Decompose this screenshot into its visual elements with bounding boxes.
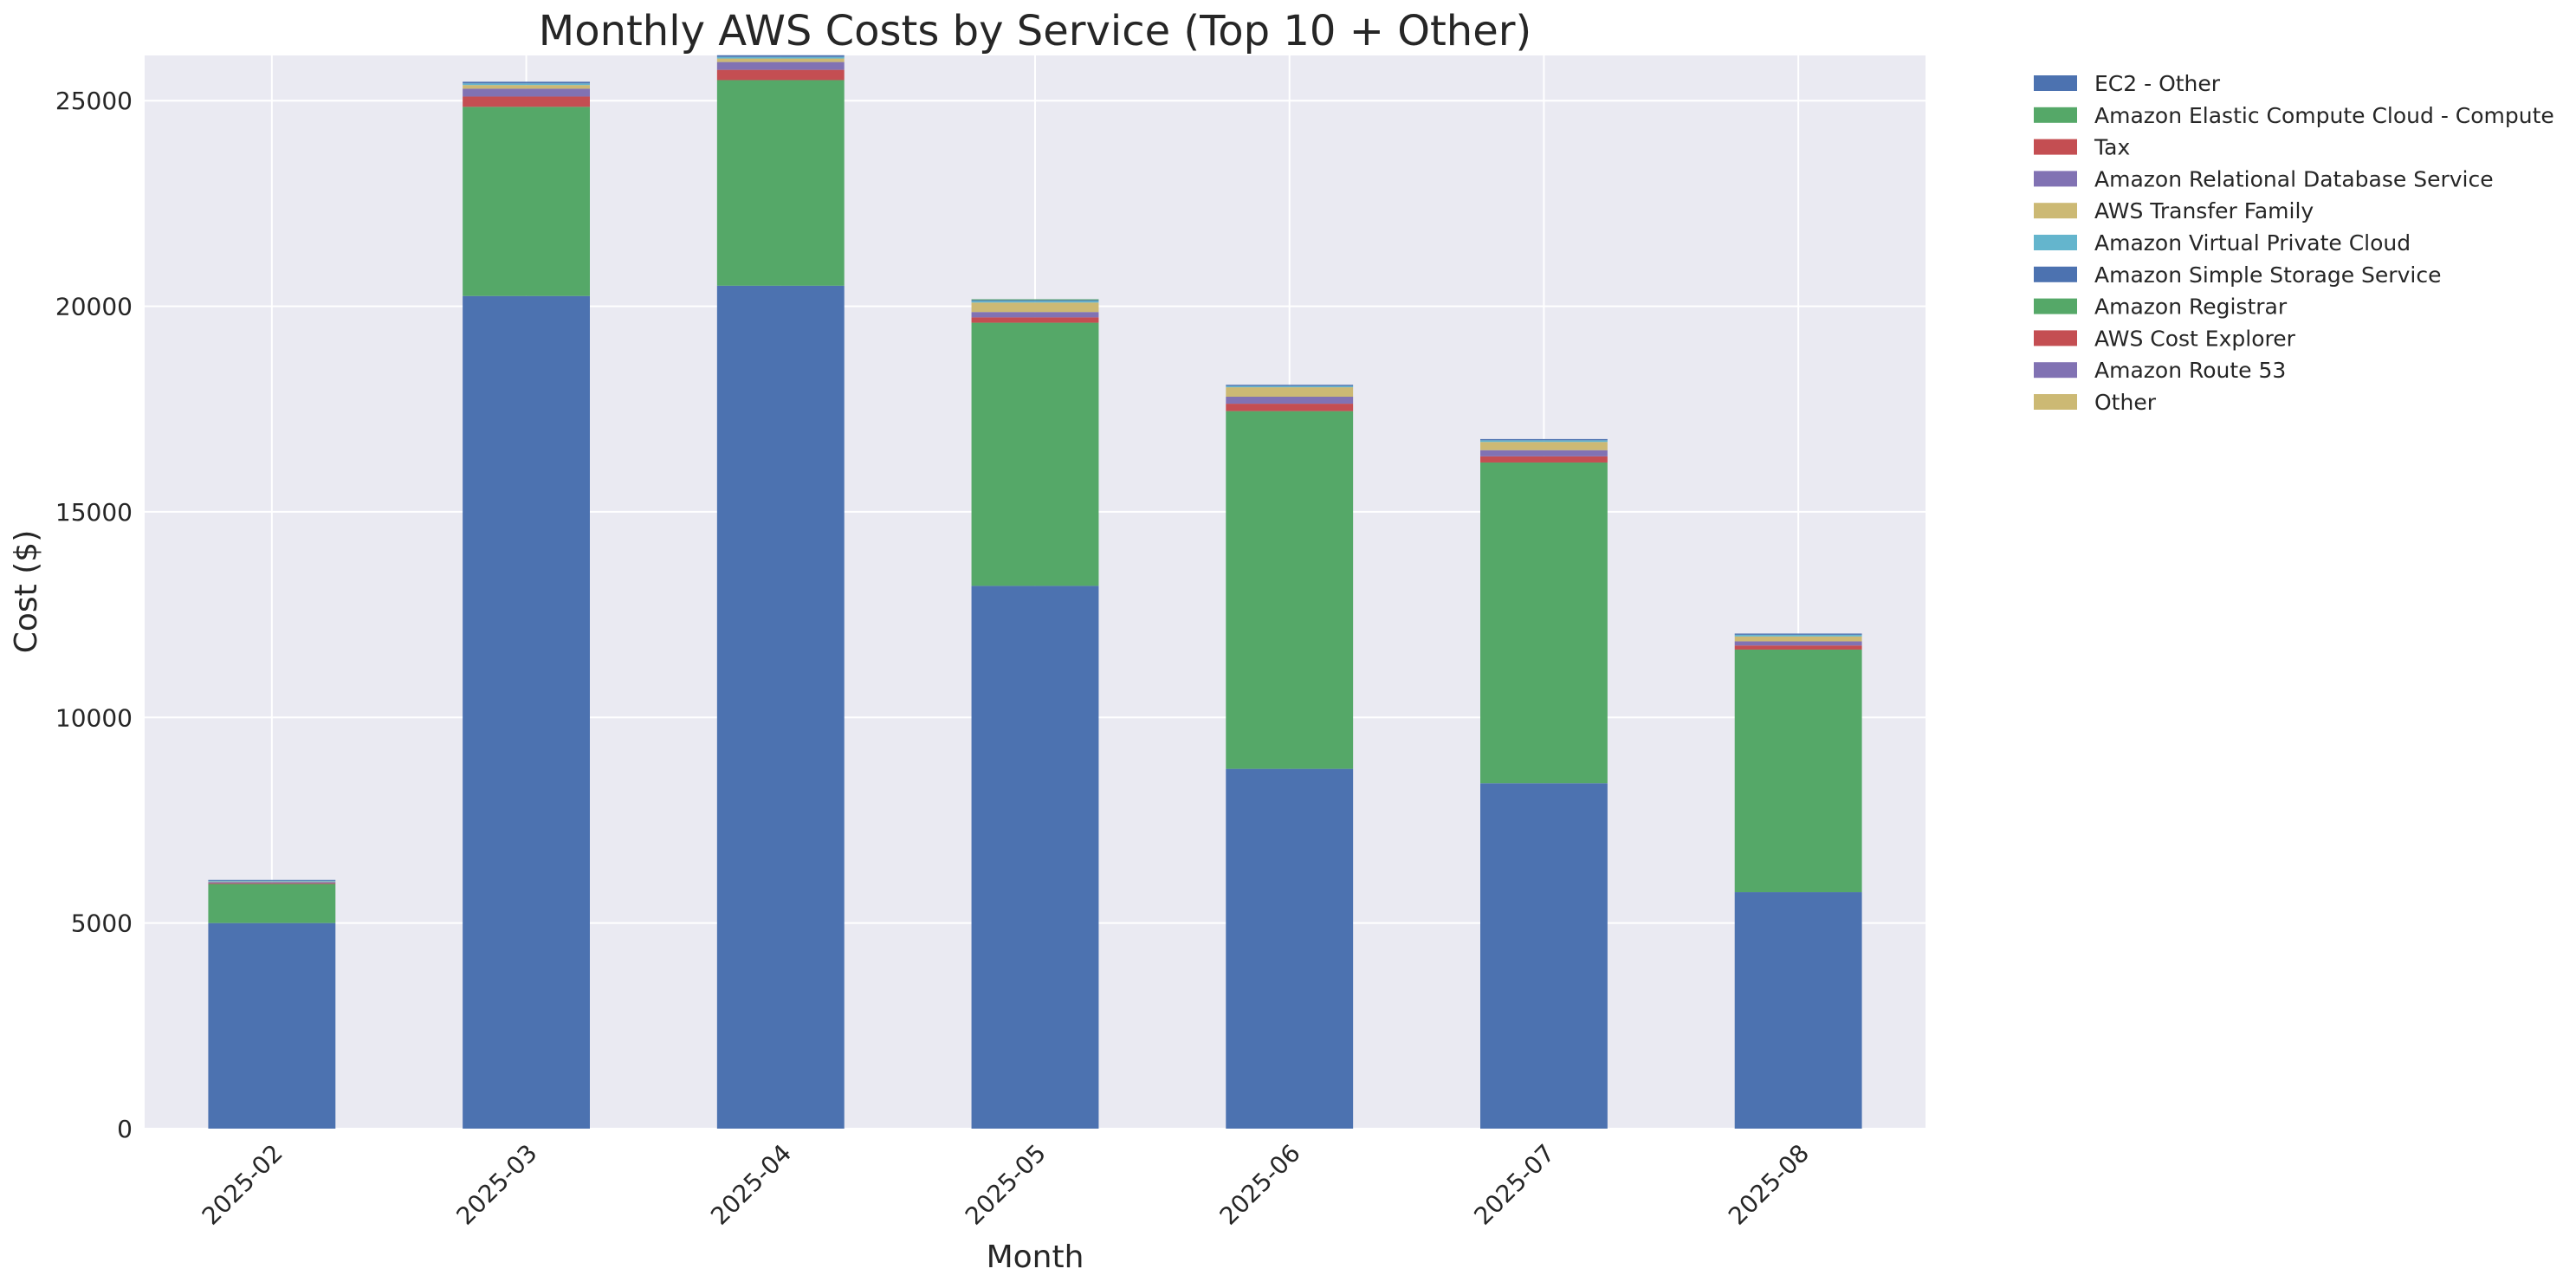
y-tick-label: 20000 (55, 293, 133, 321)
legend-swatch (2034, 394, 2077, 410)
legend-label: Amazon Registrar (2094, 294, 2288, 320)
bar-segment-amazon-simple-storage-service-2025-05 (972, 300, 1099, 301)
bar-segment-tax-2025-05 (972, 317, 1099, 322)
legend-swatch (2034, 330, 2077, 346)
bar-segment-ec2-other-2025-03 (463, 296, 590, 1129)
legend-label: AWS Cost Explorer (2094, 326, 2296, 351)
y-tick-label: 15000 (55, 498, 133, 527)
bar-segment-aws-transfer-family-2025-06 (1226, 387, 1353, 397)
bar-segment-ec2-other-2025-07 (1480, 783, 1608, 1129)
bar-segment-amazon-relational-database-service-2025-02 (208, 882, 335, 883)
bar-segment-ec2-other-2025-04 (717, 286, 845, 1129)
bar-segment-tax-2025-06 (1226, 404, 1353, 411)
bar-segment-tax-2025-02 (208, 883, 335, 884)
bar-segment-ec2-other-2025-08 (1735, 892, 1862, 1129)
bar-segment-aws-transfer-family-2025-07 (1480, 442, 1608, 450)
bar-segment-amazon-virtual-private-cloud-2025-07 (1480, 440, 1608, 442)
legend-swatch (2034, 299, 2077, 314)
bar-segment-amazon-elastic-compute-cloud-compute-2025-08 (1735, 650, 1862, 892)
x-axis-label: Month (987, 1239, 1084, 1275)
legend-swatch (2034, 171, 2077, 186)
bar-segment-tax-2025-08 (1735, 645, 1862, 650)
legend-label: EC2 - Other (2094, 71, 2221, 96)
bar-segment-amazon-simple-storage-service-2025-08 (1735, 633, 1862, 634)
bar-segment-amazon-simple-storage-service-2025-03 (463, 81, 590, 83)
bar-segment-amazon-virtual-private-cloud-2025-04 (717, 57, 845, 59)
bar-segment-amazon-virtual-private-cloud-2025-02 (208, 881, 335, 882)
legend: EC2 - Other Amazon Elastic Compute Cloud … (2034, 71, 2554, 415)
legend-swatch (2034, 107, 2077, 123)
legend-label: Amazon Relational Database Service (2094, 166, 2494, 191)
legend-label: AWS Transfer Family (2094, 198, 2314, 223)
legend-swatch (2034, 139, 2077, 155)
legend-label: Amazon Virtual Private Cloud (2094, 230, 2411, 256)
bar-segment-amazon-elastic-compute-cloud-compute-2025-07 (1480, 463, 1608, 783)
x-tick-label: 2025-08 (1723, 1139, 1815, 1231)
legend-label: Amazon Elastic Compute Cloud - Compute (2094, 103, 2554, 128)
bar-segment-ec2-other-2025-06 (1226, 769, 1353, 1129)
bar-segment-amazon-relational-database-service-2025-05 (972, 312, 1099, 317)
bar-segment-tax-2025-04 (717, 70, 845, 81)
bar-segment-amazon-elastic-compute-cloud-compute-2025-06 (1226, 411, 1353, 769)
y-tick-label: 10000 (55, 703, 133, 732)
bar-segment-amazon-elastic-compute-cloud-compute-2025-04 (717, 80, 845, 285)
legend-swatch (2034, 362, 2077, 378)
bar-segment-amazon-relational-database-service-2025-07 (1480, 450, 1608, 456)
legend-swatch (2034, 235, 2077, 250)
bar-segment-amazon-virtual-private-cloud-2025-05 (972, 301, 1099, 302)
legend-label: Amazon Route 53 (2094, 358, 2286, 383)
legend-label: Amazon Simple Storage Service (2094, 262, 2441, 288)
bar-segment-amazon-virtual-private-cloud-2025-08 (1735, 635, 1862, 637)
bar-segment-tax-2025-07 (1480, 456, 1608, 463)
bar-segment-ec2-other-2025-05 (972, 586, 1099, 1129)
bar-segment-amazon-registrar-2025-05 (972, 300, 1099, 301)
chart-title: Monthly AWS Costs by Service (Top 10 + O… (539, 7, 1531, 55)
bar-segment-amazon-relational-database-service-2025-08 (1735, 641, 1862, 645)
bar-segment-amazon-elastic-compute-cloud-compute-2025-03 (463, 107, 590, 295)
bar-segment-aws-transfer-family-2025-05 (972, 302, 1099, 312)
bar-segment-amazon-elastic-compute-cloud-compute-2025-05 (972, 323, 1099, 586)
x-tick-label: 2025-05 (960, 1139, 1052, 1231)
bar-segment-amazon-relational-database-service-2025-03 (463, 88, 590, 96)
bar-segment-amazon-relational-database-service-2025-06 (1226, 397, 1353, 404)
legend-swatch (2034, 267, 2077, 282)
x-tick-label: 2025-07 (1468, 1139, 1560, 1231)
x-tick-label: 2025-02 (197, 1139, 288, 1231)
bar-segment-amazon-relational-database-service-2025-04 (717, 62, 845, 70)
x-tick-label: 2025-03 (450, 1139, 542, 1231)
bar-segment-ec2-other-2025-02 (208, 923, 335, 1129)
bar-segment-tax-2025-03 (463, 96, 590, 107)
legend-swatch (2034, 75, 2077, 91)
bar-segment-amazon-virtual-private-cloud-2025-03 (463, 83, 590, 85)
bar-segment-amazon-virtual-private-cloud-2025-06 (1226, 386, 1353, 387)
x-tick-label: 2025-04 (705, 1139, 797, 1231)
y-tick-label: 25000 (55, 87, 133, 115)
bar-segment-amazon-simple-storage-service-2025-04 (717, 55, 845, 57)
legend-label: Tax (2094, 135, 2130, 160)
legend-label: Other (2094, 390, 2157, 415)
y-tick-label: 0 (117, 1115, 133, 1143)
bar-segment-amazon-elastic-compute-cloud-compute-2025-02 (208, 884, 335, 923)
bar-segment-amazon-simple-storage-service-2025-07 (1480, 439, 1608, 440)
bar-segment-aws-transfer-family-2025-04 (717, 59, 845, 62)
y-axis-label: Cost ($) (9, 530, 44, 653)
y-tick-label: 5000 (71, 909, 133, 938)
legend-swatch (2034, 203, 2077, 218)
bar-segment-aws-transfer-family-2025-03 (463, 85, 590, 88)
bar-segment-amazon-simple-storage-service-2025-02 (208, 880, 335, 881)
x-tick-label: 2025-06 (1214, 1139, 1306, 1231)
bar-segment-aws-transfer-family-2025-08 (1735, 637, 1862, 642)
